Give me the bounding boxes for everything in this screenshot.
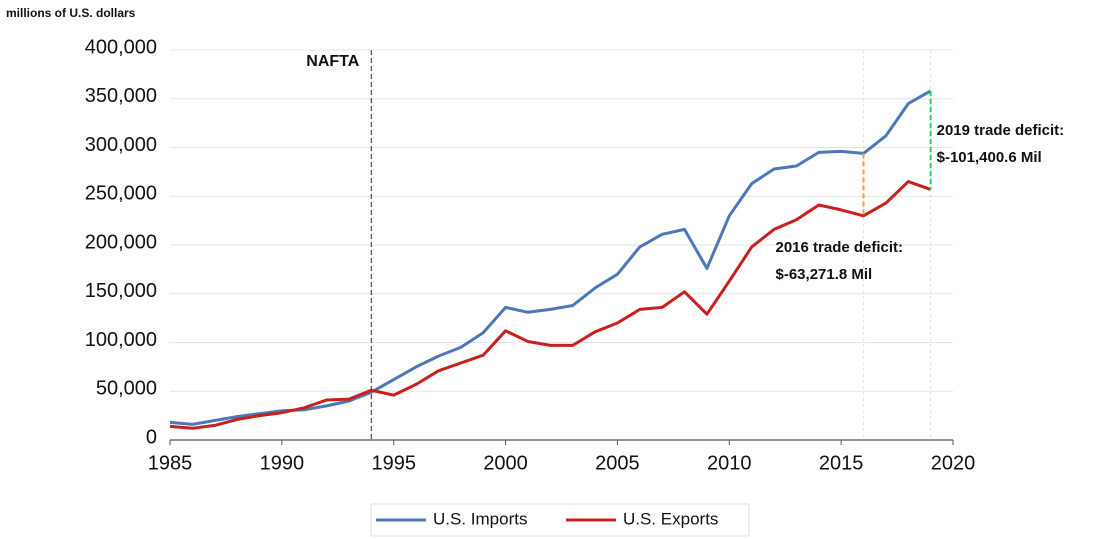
y-tick-label: 150,000	[85, 280, 157, 302]
legend-label: U.S. Imports	[433, 509, 527, 528]
marker-label: NAFTA	[306, 53, 359, 70]
x-tick-label: 2010	[707, 452, 752, 474]
annotation-text: $-101,400.6 Mil	[937, 149, 1042, 166]
annotation-text: 2019 trade deficit:	[937, 122, 1065, 139]
y-tick-label: 400,000	[85, 36, 157, 58]
annotation-text: 2016 trade deficit:	[776, 239, 904, 256]
x-tick-label: 2000	[483, 452, 528, 474]
x-tick-label: 2020	[931, 452, 976, 474]
annotation-text: $-63,271.8 Mil	[776, 266, 873, 283]
x-tick-label: 2005	[595, 452, 640, 474]
y-axis-label: millions of U.S. dollars	[6, 6, 136, 20]
x-tick-label: 1995	[371, 452, 416, 474]
y-tick-label: 250,000	[85, 183, 157, 205]
y-tick-label: 200,000	[85, 231, 157, 253]
x-tick-label: 1990	[260, 452, 305, 474]
y-tick-label: 350,000	[85, 85, 157, 107]
y-tick-label: 100,000	[85, 329, 157, 351]
legend-label: U.S. Exports	[623, 509, 718, 528]
series-line	[169, 180, 932, 430]
y-tick-label: 0	[146, 426, 157, 448]
series-line	[169, 89, 932, 426]
y-tick-label: 300,000	[85, 134, 157, 156]
y-tick-label: 50,000	[96, 378, 157, 400]
x-tick-label: 1985	[148, 452, 193, 474]
legend-box	[370, 503, 750, 537]
x-tick-label: 2015	[819, 452, 864, 474]
